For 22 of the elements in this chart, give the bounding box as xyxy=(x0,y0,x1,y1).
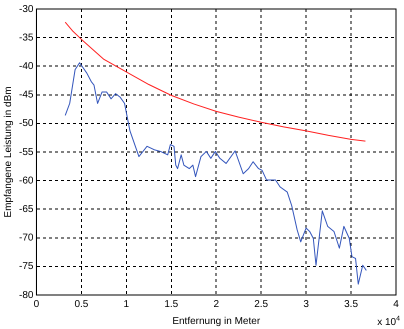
y-tick-label: -75 xyxy=(19,261,34,272)
y-tick-label: -65 xyxy=(19,204,34,215)
y-axis-title: Empfangene Leistung in dBm xyxy=(2,86,14,218)
y-tick-label: -55 xyxy=(19,146,34,158)
y-tick-label: -45 xyxy=(19,90,34,101)
x-tick-label: 0 xyxy=(34,298,40,310)
x-tick-label: 4 xyxy=(393,298,400,310)
y-tick-label: -80 xyxy=(19,290,34,301)
y-tick-label: -50 xyxy=(19,118,34,130)
x-axis-title: Entfernung in Meter xyxy=(172,316,261,327)
x-tick-label: 3.5 xyxy=(344,298,358,310)
x-tick-label: 3 xyxy=(303,298,310,310)
y-tick-label: -35 xyxy=(19,32,34,44)
y-tick-label: -60 xyxy=(19,175,34,186)
y-tick-label: -30 xyxy=(19,4,34,15)
y-tick-label: -70 xyxy=(19,232,34,244)
x-tick-label: 1 xyxy=(124,298,130,310)
x-tick-label: 1.5 xyxy=(164,298,179,310)
x-tick-label: 2.5 xyxy=(254,298,269,310)
x-tick-label: 2 xyxy=(213,298,220,310)
x-tick-label: 0.5 xyxy=(74,298,89,310)
y-tick-label: -40 xyxy=(19,60,34,72)
